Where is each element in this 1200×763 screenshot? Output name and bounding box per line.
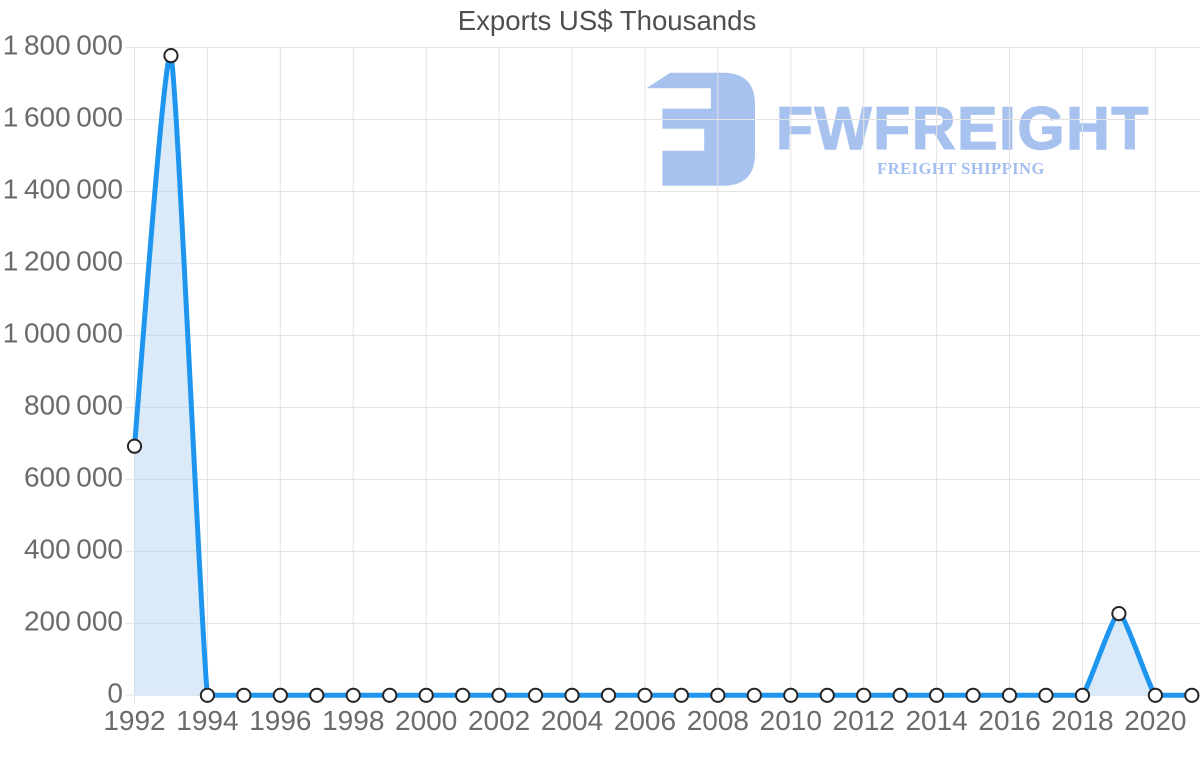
svg-text:2004: 2004 xyxy=(541,705,603,736)
svg-text:2012: 2012 xyxy=(833,705,895,736)
svg-text:2016: 2016 xyxy=(978,705,1040,736)
svg-text:1998: 1998 xyxy=(322,705,384,736)
svg-text:2000: 2000 xyxy=(395,705,457,736)
svg-text:FREIGHT SHIPPING: FREIGHT SHIPPING xyxy=(877,159,1045,178)
svg-text:0: 0 xyxy=(107,677,123,708)
svg-text:1 000 000: 1 000 000 xyxy=(3,317,123,348)
svg-text:1 600 000: 1 600 000 xyxy=(3,101,123,132)
svg-text:Exports US$ Thousands: Exports US$ Thousands xyxy=(458,5,757,36)
svg-text:200 000: 200 000 xyxy=(24,605,123,636)
svg-text:1 200 000: 1 200 000 xyxy=(3,245,123,276)
svg-text:2018: 2018 xyxy=(1051,705,1113,736)
svg-text:2010: 2010 xyxy=(760,705,822,736)
svg-text:1 800 000: 1 800 000 xyxy=(3,30,123,61)
svg-text:2020: 2020 xyxy=(1124,705,1186,736)
svg-text:400 000: 400 000 xyxy=(24,533,123,564)
svg-text:2006: 2006 xyxy=(614,705,676,736)
svg-text:800 000: 800 000 xyxy=(24,389,123,420)
svg-text:2002: 2002 xyxy=(468,705,530,736)
svg-text:2014: 2014 xyxy=(905,705,967,736)
svg-text:2008: 2008 xyxy=(687,705,749,736)
svg-text:FWFREIGHT: FWFREIGHT xyxy=(776,94,1150,162)
svg-text:1992: 1992 xyxy=(103,705,165,736)
svg-text:600 000: 600 000 xyxy=(24,461,123,492)
svg-text:1994: 1994 xyxy=(176,705,238,736)
svg-text:1 400 000: 1 400 000 xyxy=(3,173,123,204)
svg-text:1996: 1996 xyxy=(249,705,311,736)
